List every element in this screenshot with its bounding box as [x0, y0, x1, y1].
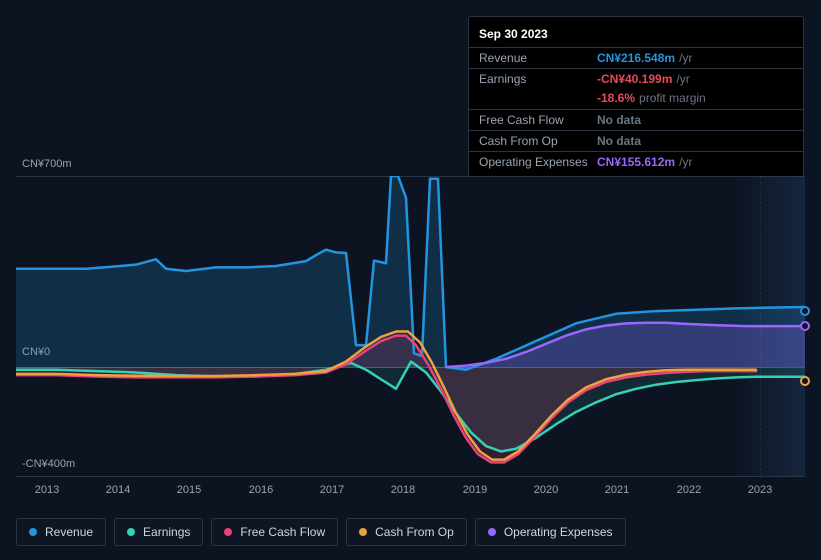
x-tick-label: 2017: [320, 484, 344, 496]
tooltip-row-value: No data: [597, 113, 641, 127]
tooltip-row-suffix: /yr: [679, 51, 692, 65]
plot-area[interactable]: [16, 176, 805, 476]
y-label-top: CN¥700m: [22, 158, 72, 170]
legend-dot-icon: [488, 528, 496, 536]
x-tick-label: 2022: [677, 484, 701, 496]
legend: Revenue Earnings Free Cash Flow Cash From O…: [16, 518, 626, 546]
x-tick-label: 2014: [106, 484, 130, 496]
tooltip-row: Cash From OpNo data: [469, 130, 803, 151]
tooltip-panel: Sep 30 2023 RevenueCN¥216.548m/yrEarning…: [468, 16, 804, 177]
legend-item-revenue[interactable]: Revenue: [16, 518, 106, 546]
gridline-bottom: [16, 476, 805, 477]
tooltip-row-value: CN¥216.548m: [597, 51, 675, 65]
x-tick-label: 2019: [463, 484, 487, 496]
tooltip-row-value: CN¥155.612m: [597, 155, 675, 169]
legend-dot-icon: [127, 528, 135, 536]
series-endpoint-opex: [800, 321, 810, 331]
tooltip-row: Operating ExpensesCN¥155.612m/yr: [469, 151, 803, 172]
tooltip-row: Free Cash FlowNo data: [469, 109, 803, 130]
tooltip-date: Sep 30 2023: [469, 21, 803, 47]
tooltip-row-label: Earnings: [479, 72, 597, 86]
tooltip-sub-suffix: profit margin: [639, 91, 706, 105]
x-tick-label: 2020: [534, 484, 558, 496]
legend-item-cash_op[interactable]: Cash From Op: [346, 518, 467, 546]
tooltip-row: RevenueCN¥216.548m/yr: [469, 47, 803, 68]
legend-label: Earnings: [143, 525, 190, 539]
legend-dot-icon: [359, 528, 367, 536]
tooltip-subrow: -18.6% profit margin: [469, 89, 803, 109]
tooltip-row-value: No data: [597, 134, 641, 148]
series-endpoint-cash_op: [800, 376, 810, 386]
tooltip-row: Earnings-CN¥40.199m/yr: [469, 68, 803, 89]
x-tick-label: 2018: [391, 484, 415, 496]
x-tick-label: 2021: [605, 484, 629, 496]
legend-label: Cash From Op: [375, 525, 454, 539]
x-tick-label: 2023: [748, 484, 772, 496]
x-tick-label: 2015: [177, 484, 201, 496]
legend-item-earnings[interactable]: Earnings: [114, 518, 203, 546]
legend-label: Operating Expenses: [504, 525, 613, 539]
legend-label: Revenue: [45, 525, 93, 539]
tooltip-row-label: Revenue: [479, 51, 597, 65]
tooltip-sub-value: -18.6%: [597, 91, 635, 105]
legend-item-opex[interactable]: Operating Expenses: [475, 518, 626, 546]
series-endpoint-revenue: [800, 306, 810, 316]
legend-item-fcf[interactable]: Free Cash Flow: [211, 518, 338, 546]
legend-label: Free Cash Flow: [240, 525, 325, 539]
x-tick-label: 2013: [35, 484, 59, 496]
tooltip-row-label: Cash From Op: [479, 134, 597, 148]
tooltip-row-suffix: /yr: [679, 155, 692, 169]
tooltip-row-suffix: /yr: [676, 72, 689, 86]
legend-dot-icon: [224, 528, 232, 536]
tooltip-row-label: Operating Expenses: [479, 155, 597, 169]
tooltip-row-value: -CN¥40.199m: [597, 72, 672, 86]
tooltip-row-label: Free Cash Flow: [479, 113, 597, 127]
legend-dot-icon: [29, 528, 37, 536]
x-tick-label: 2016: [249, 484, 273, 496]
